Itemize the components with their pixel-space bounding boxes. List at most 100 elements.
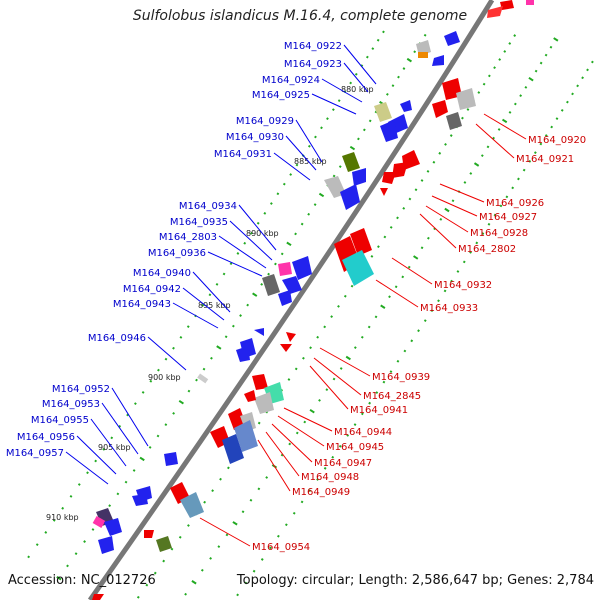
gene-label-right[interactable]: M164_0954 bbox=[252, 542, 310, 553]
gene-feature[interactable] bbox=[444, 31, 460, 46]
gene-feature[interactable] bbox=[92, 594, 104, 600]
gene-label-right[interactable]: M164_0932 bbox=[434, 280, 492, 291]
tick-mark bbox=[427, 236, 430, 240]
gene-feature[interactable] bbox=[456, 88, 476, 110]
gene-feature[interactable] bbox=[432, 100, 448, 118]
gene-label-left[interactable]: M164_0955 bbox=[31, 415, 89, 426]
gene-label-left[interactable]: M164_0922 bbox=[284, 41, 342, 52]
gene-label-left[interactable]: M164_0940 bbox=[133, 268, 191, 279]
gene-label-left[interactable]: M164_0953 bbox=[42, 399, 100, 410]
gene-feature[interactable] bbox=[156, 536, 172, 552]
gene-feature[interactable] bbox=[500, 0, 514, 10]
gene-feature[interactable] bbox=[342, 250, 374, 286]
gene-feature[interactable] bbox=[418, 52, 428, 58]
tick-mark bbox=[316, 335, 320, 339]
tick-mark bbox=[402, 67, 406, 70]
tick-mark bbox=[469, 251, 472, 254]
tick-mark bbox=[314, 135, 317, 139]
tick-mark bbox=[164, 357, 168, 361]
gene-feature[interactable] bbox=[244, 390, 256, 402]
gene-label-left[interactable]: M164_0946 bbox=[88, 333, 146, 344]
gene-label-right[interactable]: M164_0933 bbox=[420, 303, 478, 314]
gene-label-left[interactable]: M164_0956 bbox=[17, 432, 75, 443]
gene-feature[interactable] bbox=[252, 374, 268, 390]
tick-mark bbox=[338, 165, 342, 168]
gene-feature[interactable] bbox=[144, 530, 154, 538]
gene-label-left[interactable]: M164_0952 bbox=[52, 384, 110, 395]
tick-mark bbox=[243, 241, 247, 245]
tick-mark bbox=[420, 246, 424, 250]
gene-feature[interactable] bbox=[254, 328, 264, 336]
gene-feature[interactable] bbox=[234, 420, 258, 452]
gene-label-right[interactable]: M164_0941 bbox=[350, 405, 408, 416]
gene-label-right[interactable]: M164_0945 bbox=[326, 442, 384, 453]
gene-label-right[interactable]: M164_0939 bbox=[372, 372, 430, 383]
gene-label-left[interactable]: M164_0943 bbox=[113, 299, 171, 310]
gene-label-left[interactable]: M164_0935 bbox=[170, 217, 228, 228]
gene-feature[interactable] bbox=[380, 120, 398, 142]
gene-label-right[interactable]: M164_0921 bbox=[516, 154, 574, 165]
gene-label-right[interactable]: M164_0926 bbox=[486, 198, 544, 209]
gene-feature[interactable] bbox=[92, 516, 106, 528]
gene-feature[interactable] bbox=[432, 55, 444, 66]
gene-label-left[interactable]: M164_2803 bbox=[159, 232, 217, 243]
gene-feature[interactable] bbox=[278, 262, 292, 276]
gene-feature[interactable] bbox=[392, 162, 408, 178]
gene-label-right[interactable]: M164_2845 bbox=[363, 391, 421, 402]
gene-label-right[interactable]: M164_0947 bbox=[314, 458, 372, 469]
gene-feature[interactable] bbox=[180, 492, 204, 518]
gene-label-left[interactable]: M164_0929 bbox=[236, 116, 294, 127]
gene-feature[interactable] bbox=[164, 452, 178, 466]
gene-feature[interactable] bbox=[446, 112, 462, 130]
tick-mark bbox=[350, 284, 354, 288]
gene-feature[interactable] bbox=[236, 346, 250, 362]
gene-label-left[interactable]: M164_0957 bbox=[6, 448, 64, 459]
gene-label-right[interactable]: M164_0948 bbox=[301, 472, 359, 483]
gene-label-left[interactable]: M164_0936 bbox=[148, 248, 206, 259]
gene-label-left[interactable]: M164_0925 bbox=[252, 90, 310, 101]
connector-line bbox=[229, 220, 273, 261]
tick-mark bbox=[581, 76, 584, 80]
gene-label-right[interactable]: M164_0928 bbox=[470, 228, 528, 239]
gene-feature[interactable] bbox=[98, 536, 114, 554]
gene-feature[interactable] bbox=[380, 188, 388, 196]
gene-feature[interactable] bbox=[526, 0, 534, 5]
gene-label-right[interactable]: M164_0920 bbox=[528, 135, 586, 146]
gene-label-left[interactable]: M164_0930 bbox=[226, 132, 284, 143]
gene-feature[interactable] bbox=[278, 290, 292, 306]
tick-mark bbox=[280, 252, 284, 256]
gene-feature[interactable] bbox=[282, 276, 302, 294]
gene-label-right[interactable]: M164_0949 bbox=[292, 487, 350, 498]
tick-mark bbox=[252, 292, 258, 297]
gene-feature[interactable] bbox=[342, 152, 360, 172]
gene-label-right[interactable]: M164_0927 bbox=[479, 212, 537, 223]
gene-label-right[interactable]: M164_2802 bbox=[458, 244, 516, 255]
gene-feature[interactable] bbox=[487, 6, 503, 18]
gene-label-left[interactable]: M164_0923 bbox=[284, 59, 342, 70]
gene-feature[interactable] bbox=[382, 172, 396, 184]
tick-mark bbox=[505, 195, 509, 199]
gene-label-right[interactable]: M164_0944 bbox=[334, 427, 392, 438]
gene-feature[interactable] bbox=[374, 102, 392, 122]
tick-mark bbox=[66, 564, 69, 568]
gene-feature[interactable] bbox=[197, 373, 209, 384]
gene-feature[interactable] bbox=[262, 274, 280, 296]
gene-feature[interactable] bbox=[400, 100, 412, 112]
gene-feature[interactable] bbox=[222, 434, 244, 464]
gene-feature[interactable] bbox=[350, 228, 372, 256]
tick-mark bbox=[164, 423, 168, 427]
gene-label-left[interactable]: M164_0931 bbox=[214, 149, 272, 160]
gene-feature[interactable] bbox=[292, 256, 312, 280]
gene-feature[interactable] bbox=[352, 168, 366, 186]
gene-feature[interactable] bbox=[340, 184, 360, 210]
gene-feature[interactable] bbox=[286, 332, 296, 342]
gene-feature[interactable] bbox=[254, 392, 274, 414]
gene-label-left[interactable]: M164_0924 bbox=[262, 75, 320, 86]
tick-mark bbox=[508, 111, 512, 114]
gene-feature[interactable] bbox=[280, 344, 292, 352]
gene-feature[interactable] bbox=[132, 494, 148, 506]
gene-feature[interactable] bbox=[104, 518, 122, 536]
gene-label-left[interactable]: M164_0934 bbox=[179, 201, 237, 212]
gene-label-left[interactable]: M164_0942 bbox=[123, 284, 181, 295]
tick-mark bbox=[368, 119, 372, 123]
